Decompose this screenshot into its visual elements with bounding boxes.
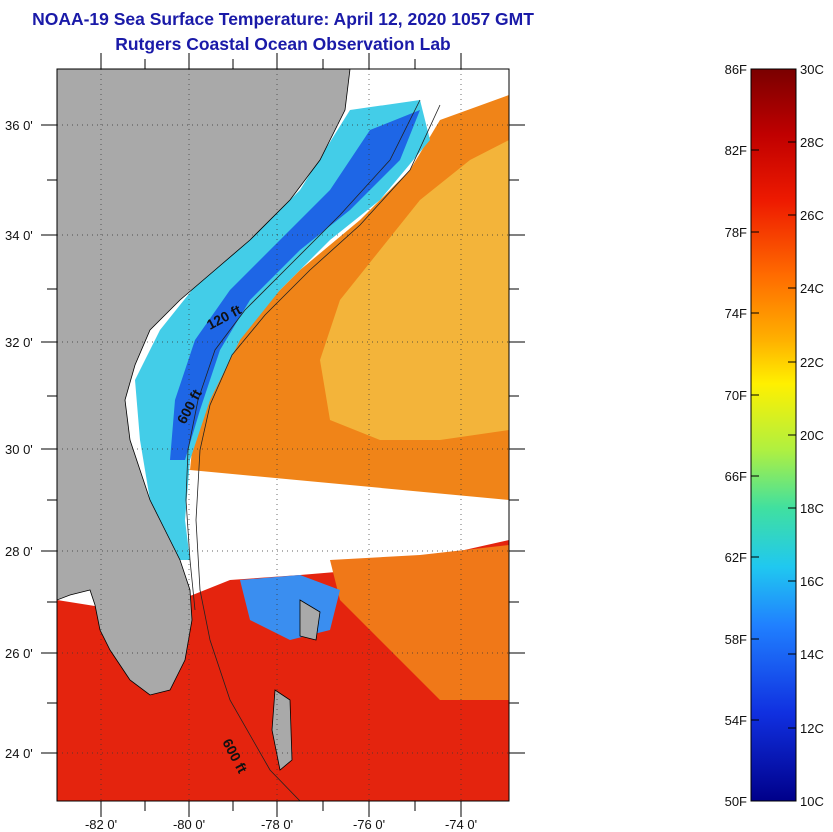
colorbar-c-label: 18C: [800, 501, 824, 516]
colorbar-c-label: 30C: [800, 62, 824, 77]
lat-label: 36 0': [5, 118, 33, 133]
sargasso-yellow-region: [320, 140, 509, 440]
lat-label: 28 0': [5, 544, 33, 559]
map-subtitle: Rutgers Coastal Ocean Observation Lab: [115, 34, 451, 54]
colorbar-f-label: 54F: [725, 713, 747, 728]
southeast-orange-region: [330, 545, 509, 700]
colorbar-f-label: 66F: [725, 469, 747, 484]
colorbar-c-label: 26C: [800, 208, 824, 223]
colorbar-f-label: 74F: [725, 306, 747, 321]
shelf-cyan-band: [135, 100, 430, 560]
colorbar-f-label: 86F: [725, 62, 747, 77]
lat-label: 34 0': [5, 228, 33, 243]
shelf-blue-band: [170, 110, 420, 460]
colorbar-c-label: 10C: [800, 794, 824, 809]
graticule: [57, 69, 509, 801]
map-frame: [56, 68, 510, 802]
lon-label: -80 0': [173, 817, 205, 832]
colorbar-f-label: 70F: [725, 388, 747, 403]
colorbar-c-label: 24C: [800, 281, 824, 296]
axis-ticks: [41, 53, 525, 817]
colorbar-f-label: 78F: [725, 225, 747, 240]
bahamas-island-2: [299, 599, 321, 641]
lat-label: 24 0': [5, 746, 33, 761]
contour-line-120ft: [185, 99, 421, 611]
colorbar-ticks: [751, 141, 796, 729]
colorbar-c-label: 16C: [800, 574, 824, 589]
colorbar-c-label: 20C: [800, 428, 824, 443]
lon-label: -74 0': [445, 817, 477, 832]
land-mass: [57, 69, 351, 696]
temperature-colorbar: 86F 82F 78F 74F 70F 66F 62F 58F 54F 50F …: [725, 62, 824, 809]
lat-label: 32 0': [5, 335, 33, 350]
colorbar-c-label: 22C: [800, 355, 824, 370]
contour-line-600ft: [195, 104, 441, 801]
sst-map-image[interactable]: [57, 69, 509, 801]
colorbar-f-label: 62F: [725, 550, 747, 565]
lon-label: -78 0': [261, 817, 293, 832]
lat-label: 30 0': [5, 442, 33, 457]
lon-label: -82 0': [85, 817, 117, 832]
colorbar-f-label: 82F: [725, 143, 747, 158]
colorbar-c-label: 14C: [800, 647, 824, 662]
colorbar-f-label: 58F: [725, 632, 747, 647]
lat-label: 26 0': [5, 646, 33, 661]
colorbar-c-label: 12C: [800, 721, 824, 736]
lon-label: -76 0': [353, 817, 385, 832]
map-title: NOAA-19 Sea Surface Temperature: April 1…: [32, 9, 534, 29]
colorbar-c-label: 28C: [800, 135, 824, 150]
colorbar-f-label: 50F: [725, 794, 747, 809]
